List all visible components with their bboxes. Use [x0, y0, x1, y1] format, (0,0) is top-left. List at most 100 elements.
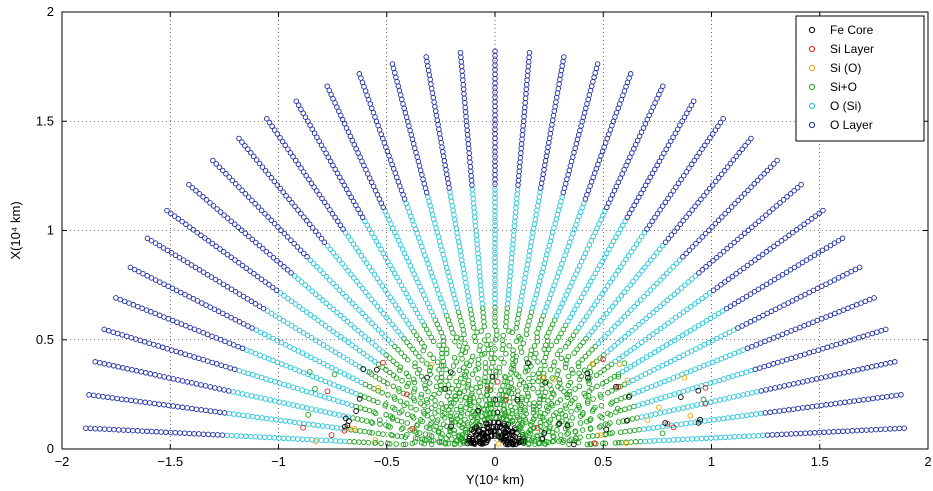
data-point — [665, 235, 672, 242]
data-point — [407, 393, 413, 399]
data-point — [586, 309, 592, 316]
data-point — [485, 332, 491, 339]
data-point — [704, 189, 710, 195]
data-point — [699, 146, 705, 152]
data-point — [178, 289, 184, 296]
data-point — [722, 331, 729, 338]
data-point — [451, 354, 458, 361]
data-point — [368, 296, 375, 303]
data-point — [583, 418, 590, 425]
data-point — [152, 240, 159, 246]
data-point — [614, 405, 621, 412]
data-point — [304, 217, 310, 224]
data-point — [479, 352, 485, 358]
data-point — [810, 287, 817, 294]
y-tick-label: 0 — [47, 441, 54, 456]
data-point — [172, 252, 179, 258]
data-point — [369, 230, 375, 237]
data-point — [667, 191, 674, 198]
data-point — [779, 271, 786, 278]
data-point — [615, 373, 622, 380]
data-point — [277, 290, 284, 296]
data-point — [654, 162, 660, 169]
data-point — [544, 408, 551, 414]
data-point — [300, 169, 307, 175]
data-point — [379, 330, 385, 336]
data-point — [581, 390, 587, 397]
data-point — [224, 284, 231, 290]
data-point — [615, 296, 622, 303]
data-point — [649, 218, 655, 225]
data-point — [457, 375, 464, 382]
x-tick-label: 0 — [491, 454, 498, 469]
data-point — [572, 428, 578, 434]
data-point — [562, 322, 569, 329]
data-point — [157, 279, 163, 285]
data-point — [712, 220, 719, 227]
data-point — [365, 337, 372, 343]
data-point — [295, 276, 301, 282]
data-point — [644, 290, 650, 297]
data-point — [734, 236, 741, 243]
data-point — [312, 337, 319, 343]
data-point — [144, 235, 151, 242]
data-point — [426, 380, 433, 386]
data-point — [306, 176, 312, 183]
data-point — [612, 358, 619, 365]
data-point — [274, 131, 281, 137]
data-point — [358, 331, 365, 337]
data-point — [470, 428, 477, 434]
data-point — [274, 337, 281, 344]
data-point — [490, 359, 496, 366]
data-point — [475, 375, 481, 382]
legend-marker — [808, 26, 816, 34]
data-point — [405, 380, 412, 387]
data-point — [777, 200, 783, 206]
data-point — [748, 259, 754, 266]
data-point — [618, 293, 625, 299]
data-point — [259, 164, 266, 170]
data-point — [423, 326, 430, 333]
data-point — [702, 142, 708, 149]
data-point — [403, 290, 409, 297]
data-point — [432, 397, 438, 404]
data-point — [687, 327, 694, 334]
data-point — [565, 340, 571, 346]
data-point — [646, 369, 653, 375]
data-point — [376, 346, 382, 352]
data-point — [642, 182, 649, 189]
data-point — [413, 350, 419, 356]
data-point — [639, 356, 646, 363]
data-point — [647, 174, 653, 181]
data-point — [627, 282, 633, 288]
data-point — [739, 323, 745, 329]
data-point — [638, 233, 645, 240]
data-point — [751, 316, 758, 323]
data-point — [473, 423, 480, 430]
data-point — [364, 353, 370, 359]
data-point — [556, 421, 562, 427]
data-point — [553, 338, 560, 345]
data-point — [327, 158, 334, 165]
data-point — [727, 303, 734, 309]
data-point — [528, 363, 534, 369]
data-point — [351, 141, 358, 148]
data-point — [293, 98, 300, 104]
data-point — [539, 374, 546, 381]
data-point — [599, 290, 606, 297]
data-point — [353, 345, 359, 351]
data-point — [718, 356, 725, 362]
data-point — [699, 234, 706, 240]
data-point — [353, 408, 359, 414]
data-point — [346, 190, 352, 197]
data-point — [620, 260, 627, 266]
data-point — [289, 200, 295, 206]
data-point — [332, 100, 338, 106]
data-point — [275, 224, 281, 230]
data-point — [667, 358, 674, 365]
data-point — [449, 419, 455, 426]
data-point — [585, 282, 592, 289]
data-point — [496, 420, 502, 426]
legend-entry: O Layer — [830, 118, 873, 132]
data-point — [496, 414, 503, 421]
